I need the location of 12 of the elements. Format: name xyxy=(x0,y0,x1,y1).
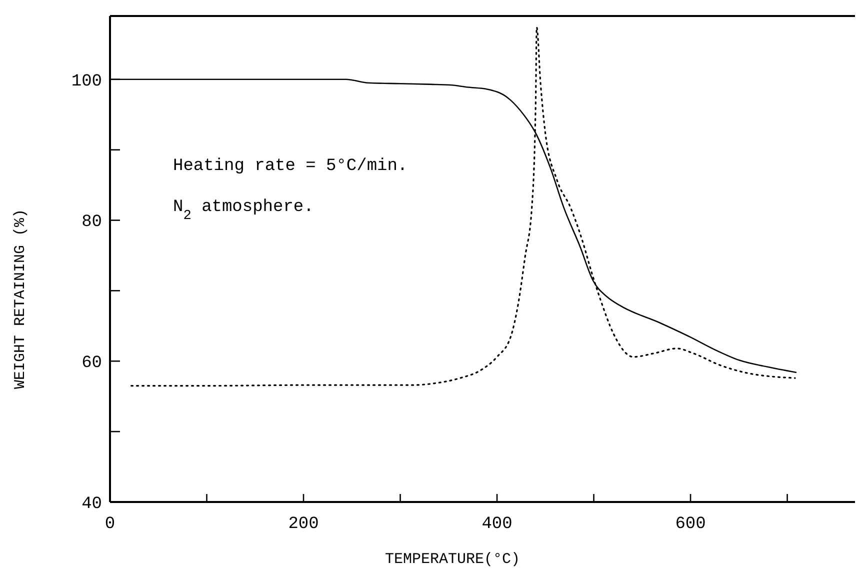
annotation: N$_{2}$ atmosphere. xyxy=(173,198,314,224)
x-axis-title: TEMPERATURE(°C) xyxy=(384,551,520,568)
annotation: Heating rate = 5°C/min. xyxy=(173,157,408,176)
x-tick-label: 0 xyxy=(104,515,116,534)
x-tick-label: 600 xyxy=(675,515,706,534)
x-tick-label: 400 xyxy=(482,515,512,534)
y-axis-title: WEIGHT RETAINING (%) xyxy=(12,208,29,390)
x-tick-label: 200 xyxy=(288,515,319,534)
y-tick-label: 80 xyxy=(82,213,102,232)
y-tick-label: 60 xyxy=(82,354,102,374)
y-tick-label: 40 xyxy=(82,494,102,514)
y-tick-label: 100 xyxy=(71,72,102,92)
